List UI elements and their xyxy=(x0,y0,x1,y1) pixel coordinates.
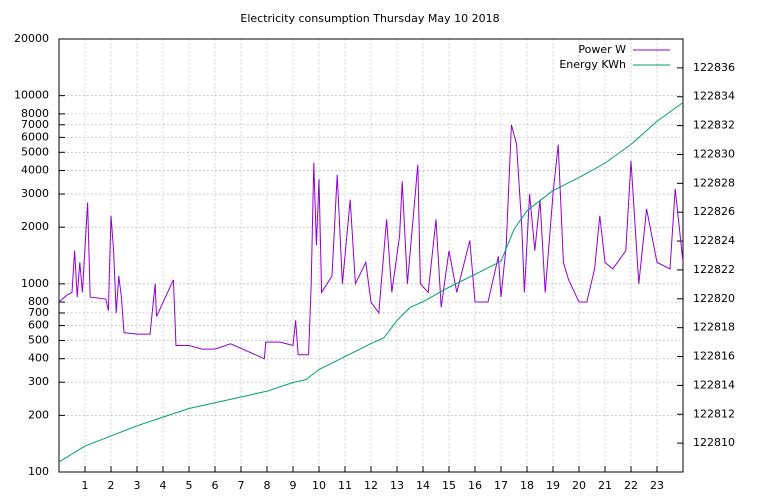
x-tick-label: 5 xyxy=(186,479,193,492)
y2-tick-label: 122830 xyxy=(693,147,735,160)
y-tick-label: 100 xyxy=(28,465,49,478)
y-tick-label: 6000 xyxy=(21,130,49,143)
y2-tick-label: 122816 xyxy=(693,350,735,363)
x-tick-label: 4 xyxy=(160,479,167,492)
y-tick-label: 20000 xyxy=(14,32,49,45)
y-tick-label: 300 xyxy=(28,375,49,388)
x-tick-label: 7 xyxy=(238,479,245,492)
y2-tick-label: 122836 xyxy=(693,61,735,74)
y-tick-label: 500 xyxy=(28,333,49,346)
y2-tick-label: 122832 xyxy=(693,119,735,132)
x-tick-label: 8 xyxy=(264,479,271,492)
x-tick-label: 21 xyxy=(598,479,612,492)
x-tick-label: 15 xyxy=(442,479,456,492)
x-tick-label: 11 xyxy=(338,479,352,492)
x-tick-label: 10 xyxy=(312,479,326,492)
y-tick-label: 7000 xyxy=(21,118,49,131)
y2-tick-label: 122810 xyxy=(693,436,735,449)
legend-label: Power W xyxy=(578,43,626,56)
y-tick-label: 1000 xyxy=(21,277,49,290)
y2-tick-label: 122822 xyxy=(693,263,735,276)
y-tick-label: 8000 xyxy=(21,107,49,120)
y2-tick-label: 122824 xyxy=(693,234,735,247)
x-tick-label: 16 xyxy=(468,479,482,492)
y-tick-label: 200 xyxy=(28,408,49,421)
chart-title: Electricity consumption Thursday May 10 … xyxy=(240,12,499,25)
x-tick-label: 18 xyxy=(520,479,534,492)
y-tick-label: 4000 xyxy=(21,164,49,177)
legend-label: Energy KWh xyxy=(559,58,626,71)
y-tick-label: 2000 xyxy=(21,220,49,233)
y2-tick-label: 122828 xyxy=(693,176,735,189)
series-line xyxy=(58,102,684,463)
y-tick-label: 800 xyxy=(28,295,49,308)
y2-tick-label: 122826 xyxy=(693,205,735,218)
y2-tick-label: 122834 xyxy=(693,90,735,103)
x-tick-label: 12 xyxy=(364,479,378,492)
y2-tick-label: 122814 xyxy=(693,378,735,391)
y-tick-label: 400 xyxy=(28,352,49,365)
x-tick-label: 1 xyxy=(82,479,89,492)
y2-tick-label: 122820 xyxy=(693,292,735,305)
y-tick-label: 3000 xyxy=(21,187,49,200)
x-tick-label: 14 xyxy=(416,479,430,492)
y-tick-label: 600 xyxy=(28,319,49,332)
plot-frame xyxy=(58,38,684,473)
y2-tick-label: 122812 xyxy=(693,407,735,420)
y-tick-label: 10000 xyxy=(14,89,49,102)
x-tick-label: 6 xyxy=(212,479,219,492)
x-tick-label: 9 xyxy=(290,479,297,492)
x-tick-label: 2 xyxy=(108,479,115,492)
x-tick-label: 22 xyxy=(624,479,638,492)
x-tick-label: 23 xyxy=(650,479,664,492)
y-tick-label: 700 xyxy=(28,306,49,319)
x-tick-label: 19 xyxy=(546,479,560,492)
x-tick-label: 13 xyxy=(390,479,404,492)
y2-tick-label: 122818 xyxy=(693,321,735,334)
series-line xyxy=(58,124,684,360)
x-tick-label: 20 xyxy=(572,479,586,492)
x-tick-label: 17 xyxy=(494,479,508,492)
x-tick-label: 3 xyxy=(134,479,141,492)
y-tick-label: 5000 xyxy=(21,145,49,158)
